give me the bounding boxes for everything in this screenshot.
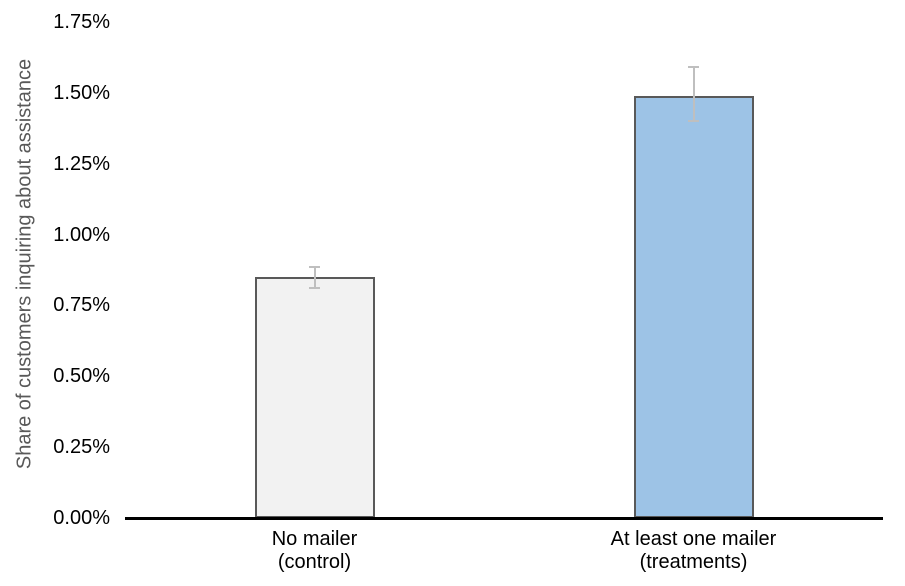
y-tick-label: 0.50%	[53, 365, 110, 388]
y-tick-label: 1.00%	[53, 223, 110, 246]
error-bar-cap-bottom	[309, 287, 320, 290]
category-label-line: (control)	[277, 551, 352, 573]
error-bar-cap-top	[309, 266, 320, 269]
category-label: At least one mailer (treatments)	[514, 528, 874, 574]
category-label-line: No mailer	[271, 528, 358, 550]
error-bar-line	[692, 67, 695, 122]
y-tick-label: 0.00%	[53, 507, 110, 529]
y-tick-label: 0.25%	[53, 436, 110, 459]
y-tick-label: 0.75%	[53, 294, 110, 317]
x-axis-line	[125, 517, 883, 520]
category-label-line: At least one mailer	[610, 528, 777, 550]
error-bar-cap-bottom	[688, 120, 699, 123]
y-tick-label: 1.75%	[53, 11, 110, 33]
error-bar-line	[313, 267, 316, 289]
bar	[633, 95, 754, 518]
category-label: No mailer (control)	[135, 528, 495, 574]
category-label-line: (treatments)	[639, 551, 748, 573]
y-tick-label: 1.25%	[53, 152, 110, 175]
bar	[254, 277, 375, 518]
y-axis-title: Share of customers inquiring about assis…	[13, 58, 36, 470]
y-tick-label: 1.50%	[53, 81, 110, 104]
error-bar-cap-top	[688, 66, 699, 69]
